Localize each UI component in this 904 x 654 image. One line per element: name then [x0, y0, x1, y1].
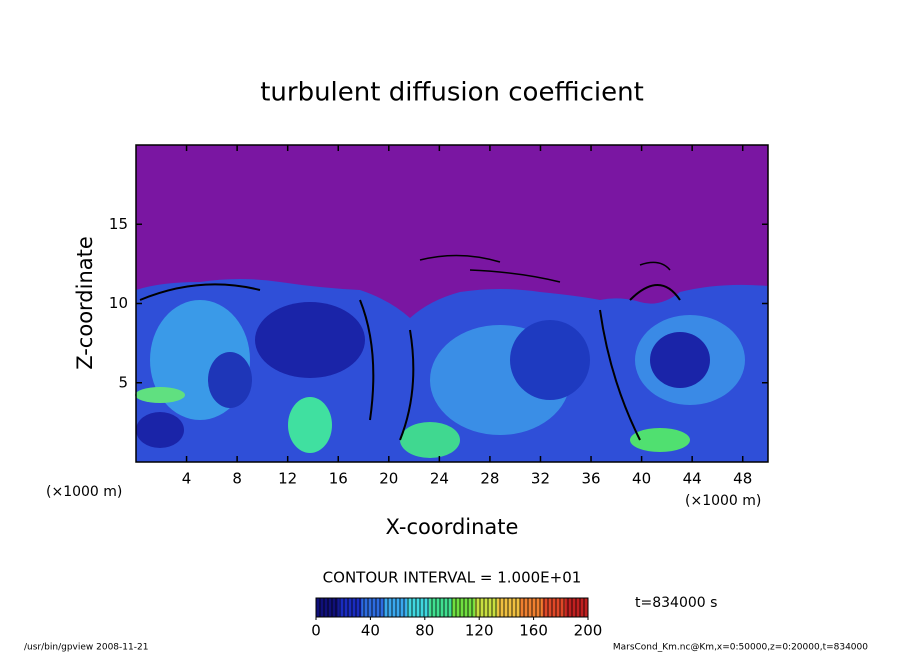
colorbar-swatch	[338, 598, 362, 617]
chart-title: turbulent diffusion coefficient	[260, 78, 644, 108]
time-label: t=834000 s	[635, 595, 717, 611]
x-tick-label: 16	[329, 470, 348, 488]
field-blob	[255, 302, 365, 378]
x-tick-label: 40	[632, 470, 651, 488]
colorbar-tick-label: 0	[311, 622, 321, 640]
x-tick-label: 36	[581, 470, 600, 488]
y-tick-label: 15	[109, 215, 128, 233]
colorbar-swatch	[542, 598, 566, 617]
field-blob	[630, 428, 690, 452]
field-blob	[510, 320, 590, 400]
field-blob	[288, 397, 332, 453]
y-tick-label: 10	[109, 294, 128, 312]
footer-right: MarsCond_Km.nc@Km,x=0:50000,z=0:20000,t=…	[613, 643, 868, 653]
colorbar-swatch	[474, 598, 498, 617]
x-tick-label: 4	[182, 470, 192, 488]
colorbar-swatch	[565, 598, 589, 617]
colorbar-swatch	[520, 598, 544, 617]
x-tick-label: 48	[733, 470, 752, 488]
colorbar-tick-label: 200	[574, 622, 603, 640]
x-axis-label: X-coordinate	[386, 515, 519, 539]
colorbar-swatch	[497, 598, 521, 617]
colorbar-tick-label: 120	[465, 622, 494, 640]
colorbar-tick-label: 80	[415, 622, 434, 640]
field	[135, 145, 768, 462]
y-tick-label: 5	[118, 373, 128, 391]
colorbar-swatch	[384, 598, 408, 617]
field-blob	[650, 332, 710, 388]
colorbar-swatch	[452, 598, 476, 617]
field-blob	[208, 352, 252, 408]
x-tick-label: 44	[683, 470, 702, 488]
x-tick-label: 28	[480, 470, 499, 488]
colorbar-swatch	[361, 598, 385, 617]
x-tick-label: 32	[531, 470, 550, 488]
colorbar-swatch	[429, 598, 453, 617]
footer-left: /usr/bin/gpview 2008-11-21	[24, 643, 148, 653]
colorbar-frame	[315, 597, 589, 618]
x-tick-label: 8	[232, 470, 242, 488]
x-tick-label: 24	[430, 470, 449, 488]
field-blob	[136, 412, 184, 448]
field-blob	[135, 387, 185, 403]
x-tick-label: 12	[278, 470, 297, 488]
colorbar-tick-label: 40	[361, 622, 380, 640]
contour-line	[139, 283, 681, 441]
x-unit-label: (×1000 m)	[685, 493, 761, 509]
x-tick-label: 20	[379, 470, 398, 488]
y-unit-label: (×1000 m)	[46, 484, 122, 500]
colorbar-tick-label: 160	[519, 622, 548, 640]
colorbar-swatch	[316, 598, 340, 617]
field-blob	[400, 422, 460, 458]
colorbar-swatch	[406, 598, 430, 617]
y-axis-label: Z-coordinate	[73, 236, 97, 370]
contour-line	[419, 254, 671, 283]
contour-interval: CONTOUR INTERVAL = 1.000E+01	[323, 569, 582, 587]
